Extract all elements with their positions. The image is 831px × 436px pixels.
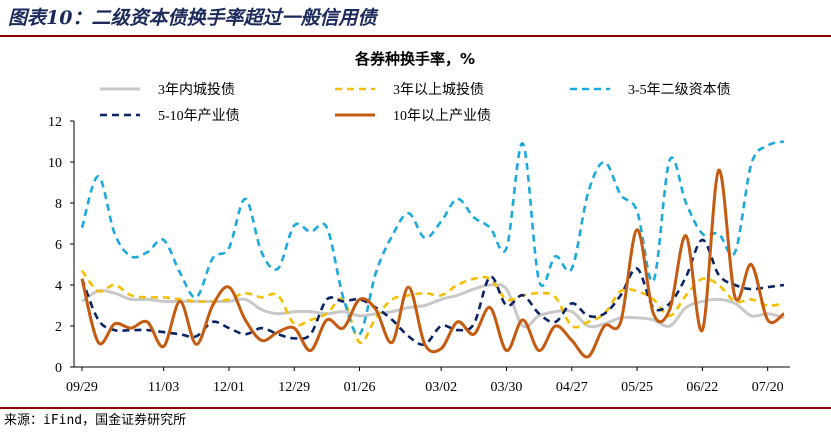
x-tick-label: 03/30 [491,380,523,395]
x-tick-label: 06/22 [686,380,718,395]
x-tick-label: 07/20 [752,380,784,395]
y-tick-label: 10 [48,156,62,171]
y-tick-label: 2 [55,320,62,335]
legend-label-5: 10年以上产业债 [393,108,491,124]
figure-title: 图表10：二级资本债换手率超过一般信用债 [8,7,377,29]
series-line-5 [80,168,785,359]
legend-label-2: 3年以上城投债 [393,82,484,98]
legend-label-3: 3-5年二级资本债 [628,82,731,98]
series-line-4 [80,238,785,347]
legend-label-1: 3年内城投债 [158,82,235,98]
x-tick-label: 04/27 [556,380,588,395]
series-line-1 [81,283,785,329]
legend: 3年内城投债 3年以上城投债 3-5年二级资本债 5-10年产业债 10年以上产业债 [100,82,731,124]
series-line-3 [80,140,785,336]
footer-divider [0,407,831,409]
series-layer [80,140,785,359]
x-tick-label: 11/03 [148,380,179,395]
x-tick-label: 09/29 [66,380,98,395]
series-line-2 [80,269,785,344]
x-tick-label: 03/02 [425,380,457,395]
axes: 0 2 4 6 8 10 12 09/29 11/03 12/01 12/29 01/26 03/02 0… [48,115,790,395]
line-chart: 各券种换手率，% 3年内城投债 3年以上城投债 3-5年二级资本债 5-10年产业债 1… [48,50,790,395]
x-tick-label: 01/26 [344,380,376,395]
x-tick-label: 05/25 [621,380,653,395]
source-note: 来源：iFind，国金证券研究所 [4,413,187,428]
legend-label-4: 5-10年产业债 [158,108,240,124]
y-tick-label: 4 [55,279,62,294]
x-tick-label: 12/29 [278,380,310,395]
y-tick-label: 12 [48,115,62,130]
title-divider [0,35,831,37]
chart-title: 各券种换手率，% [354,50,475,68]
y-tick-label: 6 [55,238,62,253]
y-tick-label: 0 [55,361,62,376]
x-tick-label: 12/01 [213,380,245,395]
y-tick-label: 8 [55,197,62,212]
